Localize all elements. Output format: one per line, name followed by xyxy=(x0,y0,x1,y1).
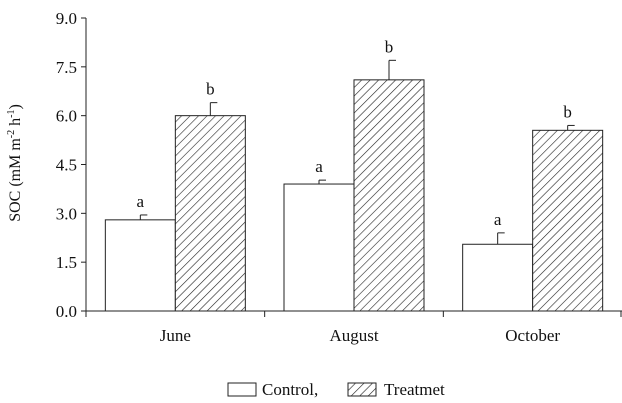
y-tick-label: 4.5 xyxy=(56,156,77,175)
significance-label: a xyxy=(137,192,145,211)
bar-control xyxy=(283,183,355,312)
significance-label: a xyxy=(494,210,502,229)
x-tick-label: October xyxy=(505,326,560,345)
bar-treatment xyxy=(353,79,425,312)
significance-label: b xyxy=(385,37,394,56)
y-tick-label: 3.0 xyxy=(56,204,77,223)
legend-label-control: Control, xyxy=(262,380,318,399)
y-tick-label: 1.5 xyxy=(56,253,77,272)
x-tick-label: June xyxy=(160,326,191,345)
bar-treatment xyxy=(532,129,604,312)
plot-area: 0.0 1.5 3.0 4.5 6.0 7.5 9.0 June a b August a b Octob… xyxy=(56,9,622,345)
legend-swatch-treatment xyxy=(347,382,377,397)
legend-swatch-control xyxy=(227,382,257,397)
significance-label: b xyxy=(206,80,215,99)
bar-control xyxy=(462,243,534,312)
legend: Control, Treatmet xyxy=(227,380,445,399)
y-tick-label: 6.0 xyxy=(56,107,77,126)
significance-label: a xyxy=(315,157,323,176)
significance-label: b xyxy=(563,102,572,121)
y-tick-label: 7.5 xyxy=(56,58,77,77)
x-tick-label: August xyxy=(329,326,378,345)
legend-label-treatment: Treatmet xyxy=(384,380,445,399)
y-axis-title: SOC (mM m-2 h-1) xyxy=(6,104,24,222)
y-tick-label: 0.0 xyxy=(56,302,77,321)
y-tick-label: 9.0 xyxy=(56,9,77,28)
bar-control xyxy=(104,219,176,312)
bar-treatment xyxy=(174,115,246,312)
